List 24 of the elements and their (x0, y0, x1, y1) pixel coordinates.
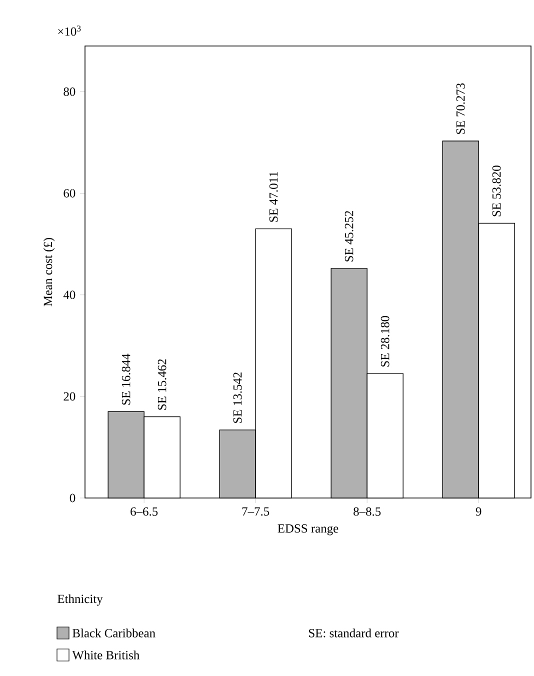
y-tick-label: 20 (64, 392, 76, 401)
y-tick-label: 0 (70, 494, 76, 502)
x-tick-label: 8–8.5 (354, 507, 381, 516)
y-tick-label: 80 (64, 88, 76, 96)
x-axis-title: EDSS range (278, 524, 338, 536)
data-label: SE 70.273 (456, 83, 465, 134)
x-tick-label: 6–6.5 (130, 507, 158, 516)
legend-label: Black Caribbean (72, 628, 156, 638)
text: SE: standard error (309, 628, 399, 638)
data-label: SE 45.252 (344, 211, 354, 262)
data-label: SE 15.462 (158, 359, 166, 410)
data-label: SE 47.011 (269, 172, 278, 222)
data-label: SE 53.820 (492, 166, 501, 216)
x-tick-label: 7–7.5 (242, 507, 270, 516)
legend-title: Ethnicity (58, 594, 103, 606)
y-axis-title: Mean cost (£) (43, 238, 55, 306)
y-tick-label: 60 (64, 189, 76, 198)
x-tick-label: 9 (476, 507, 482, 516)
text: ×10$^{3}$ (58, 26, 81, 36)
data-label: SE 13.542 (233, 372, 242, 423)
data-label: SE 16.844 (122, 354, 130, 405)
data-label: SE 28.180 (380, 316, 390, 367)
y-tick-label: 40 (63, 290, 76, 300)
legend-label: White British (72, 650, 140, 660)
